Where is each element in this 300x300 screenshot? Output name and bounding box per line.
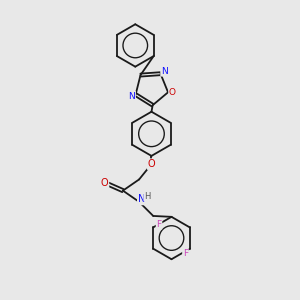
Text: O: O xyxy=(169,88,176,97)
Text: N: N xyxy=(128,92,135,100)
Text: O: O xyxy=(101,178,109,188)
Text: F: F xyxy=(157,220,162,229)
Text: N: N xyxy=(161,67,168,76)
Text: N: N xyxy=(138,194,145,205)
Text: O: O xyxy=(148,159,155,169)
Text: H: H xyxy=(144,192,151,201)
Text: F: F xyxy=(183,249,188,258)
